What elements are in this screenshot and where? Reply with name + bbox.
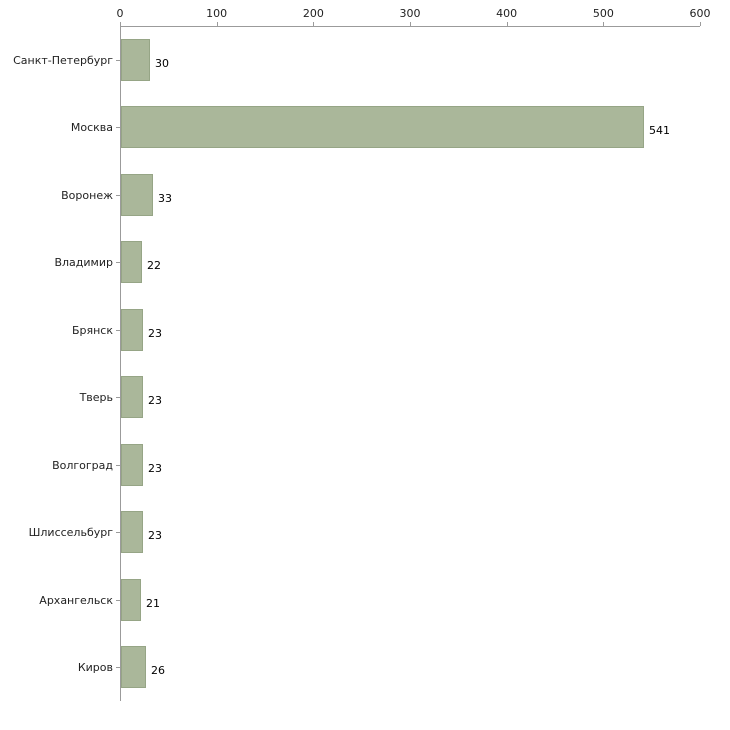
y-category-label: Волгоград bbox=[52, 459, 113, 472]
value-label: 21 bbox=[146, 597, 160, 610]
value-label: 23 bbox=[148, 529, 162, 542]
value-label: 22 bbox=[147, 259, 161, 272]
y-axis-tick bbox=[116, 532, 120, 533]
y-axis-tick bbox=[116, 127, 120, 128]
y-category-label: Владимир bbox=[54, 256, 113, 269]
y-category-label: Шлиссельбург bbox=[28, 526, 113, 539]
x-tick-label: 100 bbox=[206, 7, 228, 20]
y-axis-tick bbox=[116, 330, 120, 331]
x-tick-label: 300 bbox=[399, 7, 421, 20]
y-category-label: Москва bbox=[70, 121, 113, 134]
y-axis-tick bbox=[116, 195, 120, 196]
y-axis-tick bbox=[116, 397, 120, 398]
bar bbox=[121, 309, 143, 351]
bar bbox=[121, 376, 143, 418]
x-axis-tick bbox=[120, 22, 121, 26]
x-tick-label: 600 bbox=[689, 7, 711, 20]
bar bbox=[121, 511, 143, 553]
x-tick-label: 500 bbox=[592, 7, 614, 20]
value-label: 23 bbox=[148, 327, 162, 340]
bar bbox=[121, 444, 143, 486]
y-category-label: Воронеж bbox=[61, 189, 113, 202]
bar bbox=[121, 646, 146, 688]
value-label: 26 bbox=[151, 664, 165, 677]
x-tick-label: 200 bbox=[302, 7, 324, 20]
y-category-label: Архангельск bbox=[39, 594, 113, 607]
value-label: 541 bbox=[649, 124, 670, 137]
x-axis-line bbox=[120, 26, 700, 27]
bar bbox=[121, 106, 644, 148]
x-tick-label: 400 bbox=[496, 7, 518, 20]
value-label: 33 bbox=[158, 192, 172, 205]
bar bbox=[121, 39, 150, 81]
x-tick-label: 0 bbox=[116, 7, 124, 20]
x-axis-tick bbox=[313, 22, 315, 26]
y-axis-tick bbox=[116, 262, 120, 263]
x-axis-tick bbox=[216, 22, 218, 26]
y-category-label: Тверь bbox=[79, 391, 113, 404]
y-category-label: Брянск bbox=[71, 324, 113, 337]
value-label: 30 bbox=[155, 57, 169, 70]
value-label: 23 bbox=[148, 394, 162, 407]
x-axis-tick bbox=[700, 22, 701, 26]
x-axis-tick bbox=[603, 22, 605, 26]
x-axis-tick bbox=[410, 22, 411, 26]
y-axis-line bbox=[120, 26, 121, 701]
bar bbox=[121, 174, 153, 216]
y-axis-tick bbox=[116, 667, 120, 668]
x-axis-tick bbox=[506, 22, 508, 26]
y-axis-tick bbox=[116, 465, 120, 466]
y-category-label: Санкт-Петербург bbox=[13, 54, 113, 67]
y-category-label: Киров bbox=[77, 661, 113, 674]
y-axis-tick bbox=[116, 60, 120, 61]
bar bbox=[121, 579, 141, 621]
value-label: 23 bbox=[148, 462, 162, 475]
bar bbox=[121, 241, 142, 283]
y-axis-tick bbox=[116, 600, 120, 601]
